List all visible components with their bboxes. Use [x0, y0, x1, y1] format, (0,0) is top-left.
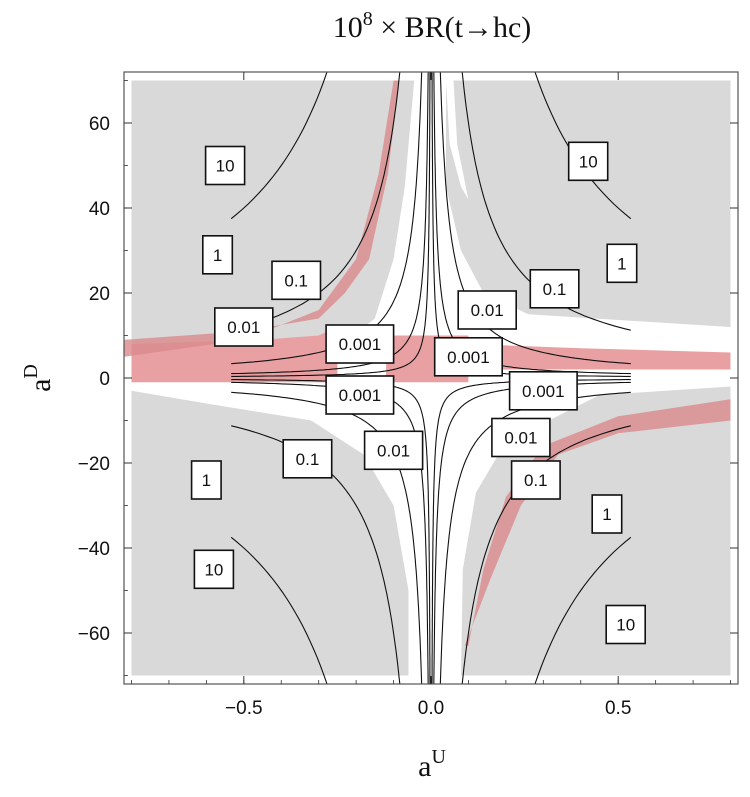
- contour-label-box: [325, 324, 395, 364]
- contour-label-text: 0.001: [522, 382, 565, 401]
- contour-label: 10: [567, 141, 609, 182]
- contour-label-box: [433, 336, 504, 377]
- y-tick-label: −40: [78, 539, 110, 560]
- contour-1-line: [231, 72, 401, 331]
- contour-0.01-line: [231, 72, 429, 375]
- contour-1-line: [461, 72, 631, 331]
- contour-label-box: [271, 260, 322, 301]
- contour-label-box: [591, 494, 623, 534]
- y-axis-label-base: a: [24, 379, 57, 392]
- y-tick-label: 20: [89, 284, 110, 305]
- contour-label: 10: [193, 549, 235, 590]
- y-tick-label: 40: [89, 199, 110, 220]
- x-axis: −0.5 0.0 0.5: [131, 72, 731, 719]
- contour-label: 0.1: [510, 460, 561, 500]
- contour-label: 0.01: [491, 417, 551, 458]
- y-tick-label: 0: [99, 369, 110, 390]
- title-exponent: 8: [363, 8, 373, 30]
- contour-label: 0.1: [529, 268, 580, 309]
- contour-label: 0.01: [214, 307, 274, 347]
- contour-label-text: 10: [616, 616, 635, 635]
- contour-label-box: [204, 145, 246, 186]
- contour-label-box: [529, 268, 580, 309]
- contour-label: 1: [591, 494, 623, 534]
- contour-label: 1: [190, 460, 222, 500]
- x-axis-label-base: a: [418, 750, 431, 783]
- contour-label-box: [491, 417, 551, 458]
- contour-0.001-line: [231, 72, 431, 377]
- contour-label: 0.1: [282, 438, 333, 479]
- contour-label-box: [202, 235, 234, 275]
- contour-label: 10: [605, 604, 647, 645]
- y-tick-label: −20: [78, 454, 110, 475]
- contour-label-text: 0.1: [296, 450, 320, 469]
- contour-label-text: 0.001: [339, 335, 382, 354]
- contour-label-box: [510, 460, 561, 500]
- regions-layer: [124, 80, 731, 676]
- contour-label: 0.001: [325, 324, 395, 364]
- favoured-band-left: [131, 327, 338, 383]
- contour-label-box: [363, 430, 424, 471]
- contour-label-box: [605, 604, 647, 645]
- y-axis-label-sup: D: [20, 364, 42, 378]
- contour-label: 0.1: [271, 260, 322, 301]
- contour-label-text: 0.1: [524, 471, 548, 490]
- contour-label-box: [508, 370, 578, 411]
- contour-label-text: 10: [579, 152, 598, 171]
- contour-label: 0.01: [363, 430, 424, 471]
- contour-label-box: [606, 243, 638, 284]
- contour-label-text: 0.001: [339, 386, 382, 405]
- contour-label: 0.01: [457, 290, 518, 330]
- contour-labels-layer: 10 1 0.1 0.01 0.001 10 1 0.1 0.01 0.001 0.001 0.001…: [190, 141, 647, 645]
- contour-label: 1: [606, 243, 638, 284]
- contour-label-text: 1: [617, 254, 626, 273]
- y-axis-label: aD: [20, 364, 57, 392]
- contour-label-text: 0.01: [471, 301, 504, 320]
- chart-title: 108 × BR(t→hc): [333, 8, 532, 44]
- y-tick-label: 60: [89, 114, 110, 135]
- contour-label-text: 0.01: [377, 441, 410, 460]
- contour-label-box: [567, 141, 609, 182]
- x-axis-label: aU: [418, 746, 446, 783]
- contour-10-line: [230, 72, 328, 220]
- contour-10-line: [230, 536, 328, 684]
- allowed-sliver-right: [446, 80, 469, 200]
- contour-label-text: 0.01: [227, 318, 260, 337]
- y-tick-label: −60: [78, 624, 110, 645]
- contour-label: 10: [204, 145, 246, 186]
- contour-label-box: [457, 290, 518, 330]
- contour-label: 1: [202, 235, 234, 275]
- contour-label: 0.001: [433, 336, 504, 377]
- contour-label-text: 10: [216, 157, 235, 176]
- contour-label-box: [190, 460, 222, 500]
- contour-0.1-line: [231, 72, 423, 365]
- plot-area: 10 1 0.1 0.01 0.001 10 1 0.1 0.01 0.001 0.001 0.001…: [124, 72, 738, 684]
- contour-1-line: [461, 425, 631, 684]
- contour-10-line: [534, 536, 632, 684]
- contour-label-text: 10: [204, 560, 223, 579]
- contour-label-text: 1: [602, 505, 611, 524]
- x-tick-label: −0.5: [225, 698, 263, 719]
- x-axis-label-sup: U: [431, 746, 446, 768]
- contour-label-box: [282, 438, 333, 479]
- contour-label-box: [325, 375, 395, 415]
- x-tick-label: 0.0: [418, 698, 444, 719]
- contour-10-line: [534, 72, 632, 220]
- contour-label-text: 0.01: [504, 429, 537, 448]
- contour-label-text: 0.001: [447, 348, 490, 367]
- contour-label-box: [214, 307, 274, 347]
- contour-label-text: 1: [213, 246, 222, 265]
- title-rest: × BR(t→hc): [373, 11, 532, 44]
- contour-label: 0.001: [508, 370, 578, 411]
- contour-label: 0.001: [325, 375, 395, 415]
- contour-label-text: 0.1: [284, 271, 308, 290]
- contour-label-box: [193, 549, 235, 590]
- y-axis: −60 −40 −20 0 20 40 60: [78, 80, 738, 676]
- title-base: 10: [333, 11, 363, 44]
- contour-label-text: 1: [202, 471, 211, 490]
- x-tick-label: 0.5: [605, 698, 631, 719]
- contour-label-text: 0.1: [543, 280, 567, 299]
